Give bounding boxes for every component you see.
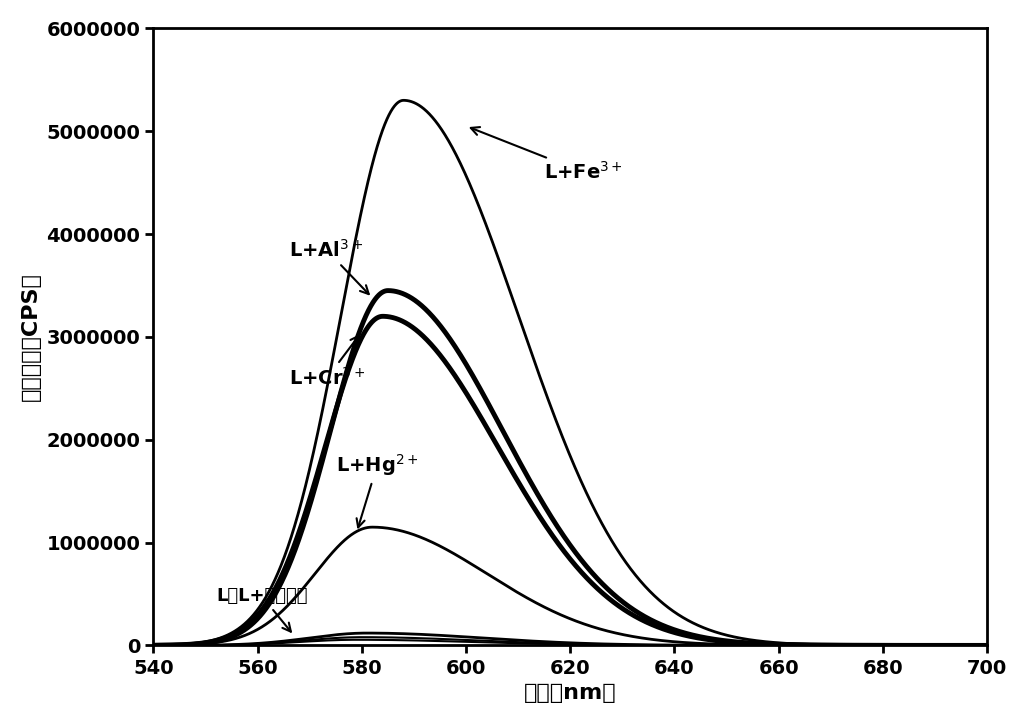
Text: L+Cr$^{3+}$: L+Cr$^{3+}$ <box>289 336 365 389</box>
Text: L+Hg$^{2+}$: L+Hg$^{2+}$ <box>336 452 418 527</box>
Text: L和L+其他金属: L和L+其他金属 <box>216 587 307 632</box>
Text: L+Al$^{3+}$: L+Al$^{3+}$ <box>289 238 369 294</box>
X-axis label: 波长（nm）: 波长（nm） <box>524 683 617 703</box>
Y-axis label: 荧光强度（CPS）: 荧光强度（CPS） <box>21 272 41 401</box>
Text: L+Fe$^{3+}$: L+Fe$^{3+}$ <box>471 127 623 183</box>
